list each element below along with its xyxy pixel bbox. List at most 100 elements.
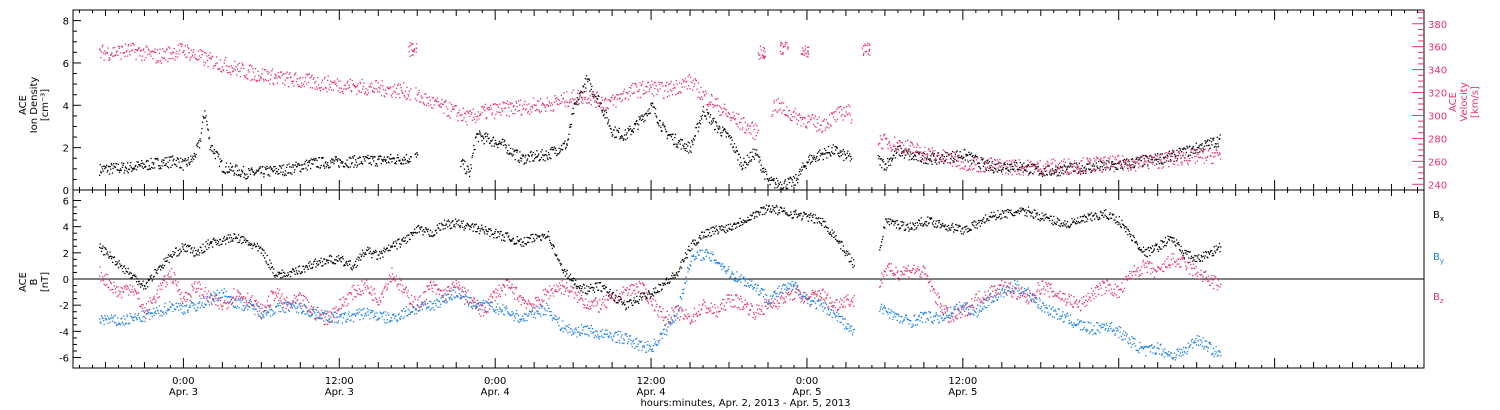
bz-series-point — [384, 286, 386, 288]
density-series-point — [813, 155, 815, 157]
density-series-point — [514, 158, 516, 161]
velocity-series-point — [1097, 157, 1099, 159]
density-series-point — [372, 158, 374, 160]
bz-series-point — [343, 301, 346, 303]
bz-series-point — [480, 305, 483, 307]
density-series-point — [1151, 156, 1153, 159]
density-series-point — [194, 155, 196, 157]
bz-series-point — [300, 302, 302, 305]
density-series-point — [671, 138, 674, 141]
velocity-series-point — [947, 162, 949, 164]
density-series-point — [992, 169, 994, 171]
velocity-series-point — [112, 55, 114, 57]
bz-series-point — [381, 292, 383, 294]
bz-series-point — [390, 276, 392, 278]
velocity-series-point — [963, 168, 965, 170]
velocity-series-point — [484, 110, 486, 112]
bz-series-point — [524, 299, 526, 302]
bz-series-point — [643, 284, 646, 286]
density-series-point — [376, 163, 378, 165]
velocity-series-point — [1166, 159, 1168, 162]
density-series-point — [403, 163, 405, 165]
velocity-series-point — [536, 108, 538, 111]
velocity-series-point — [1163, 158, 1165, 160]
velocity-series-point — [549, 102, 551, 104]
bz-series-point — [410, 294, 413, 297]
density-series-point — [360, 161, 363, 163]
density-series-point — [1112, 161, 1114, 163]
velocity-series-point — [341, 91, 344, 93]
density-series-point — [172, 155, 174, 157]
velocity-series-point — [567, 105, 570, 107]
velocity-series-point — [378, 91, 381, 93]
velocity-series-point — [684, 77, 687, 80]
velocity-series-point — [1076, 172, 1078, 175]
bz-series-point — [221, 306, 223, 308]
velocity-series-point — [344, 84, 346, 86]
density-series-point — [612, 134, 614, 136]
bz-series-point — [517, 300, 520, 302]
bz-series-point — [473, 298, 476, 300]
density-series-point — [670, 136, 672, 138]
velocity-series-point — [747, 128, 750, 130]
density-series-point — [270, 167, 272, 169]
velocity-series-point — [914, 151, 917, 153]
velocity-series-point — [228, 66, 231, 68]
velocity-series-point — [581, 98, 583, 101]
bz-series-point — [179, 293, 181, 296]
density-series-point — [896, 146, 899, 148]
bz-series-point — [319, 312, 321, 315]
density-series-point — [644, 119, 646, 122]
velocity-series-point — [347, 80, 349, 82]
density-series-point — [286, 166, 288, 168]
velocity-series-point — [671, 90, 673, 92]
density-series-point — [1080, 167, 1082, 170]
velocity-series-point — [901, 151, 903, 153]
bz-series-point — [390, 281, 392, 283]
velocity-series-point — [249, 64, 251, 67]
density-series-point — [229, 162, 232, 165]
density-series-point — [310, 158, 312, 160]
velocity-series-point — [773, 100, 775, 102]
density-series-point — [133, 167, 135, 169]
bz-series-point — [133, 294, 135, 296]
density-series-point — [471, 154, 474, 157]
velocity-series-point — [802, 117, 804, 119]
density-series-point — [503, 140, 505, 143]
bz-series-point — [299, 293, 301, 295]
velocity-series-point — [359, 81, 361, 83]
velocity-series-point — [110, 54, 112, 56]
velocity-series-point — [301, 82, 303, 84]
velocity-series-point — [1011, 174, 1013, 176]
density-series-point — [123, 172, 125, 174]
density-series-point — [141, 160, 143, 162]
velocity-series-point — [143, 48, 145, 50]
velocity-series-point — [121, 46, 123, 48]
velocity-series-point — [412, 54, 414, 56]
bz-series-point — [288, 301, 290, 303]
velocity-series-point — [275, 76, 277, 78]
density-series-point — [473, 144, 475, 147]
density-series-point — [374, 156, 376, 158]
density-series-point — [812, 158, 814, 160]
velocity-series-point — [1099, 159, 1102, 161]
velocity-series-point — [608, 99, 610, 101]
velocity-series-point — [504, 102, 506, 104]
bz-series-point — [465, 298, 467, 300]
velocity-series-point — [644, 92, 646, 94]
density-series-point — [1162, 163, 1164, 165]
density-series-point — [172, 160, 174, 162]
velocity-series-point — [894, 145, 896, 148]
density-series-point — [967, 154, 969, 157]
velocity-series-point — [796, 123, 798, 125]
density-series-point — [990, 164, 992, 167]
density-series-point — [518, 159, 520, 161]
bz-series-point — [449, 290, 451, 292]
bz-series-point — [277, 292, 279, 295]
density-series-point — [125, 168, 128, 170]
velocity-series-point — [680, 92, 682, 94]
velocity-series-point — [862, 54, 865, 57]
velocity-series-point — [821, 130, 824, 132]
bz-series-point — [276, 296, 278, 298]
density-series-point — [1081, 170, 1083, 172]
